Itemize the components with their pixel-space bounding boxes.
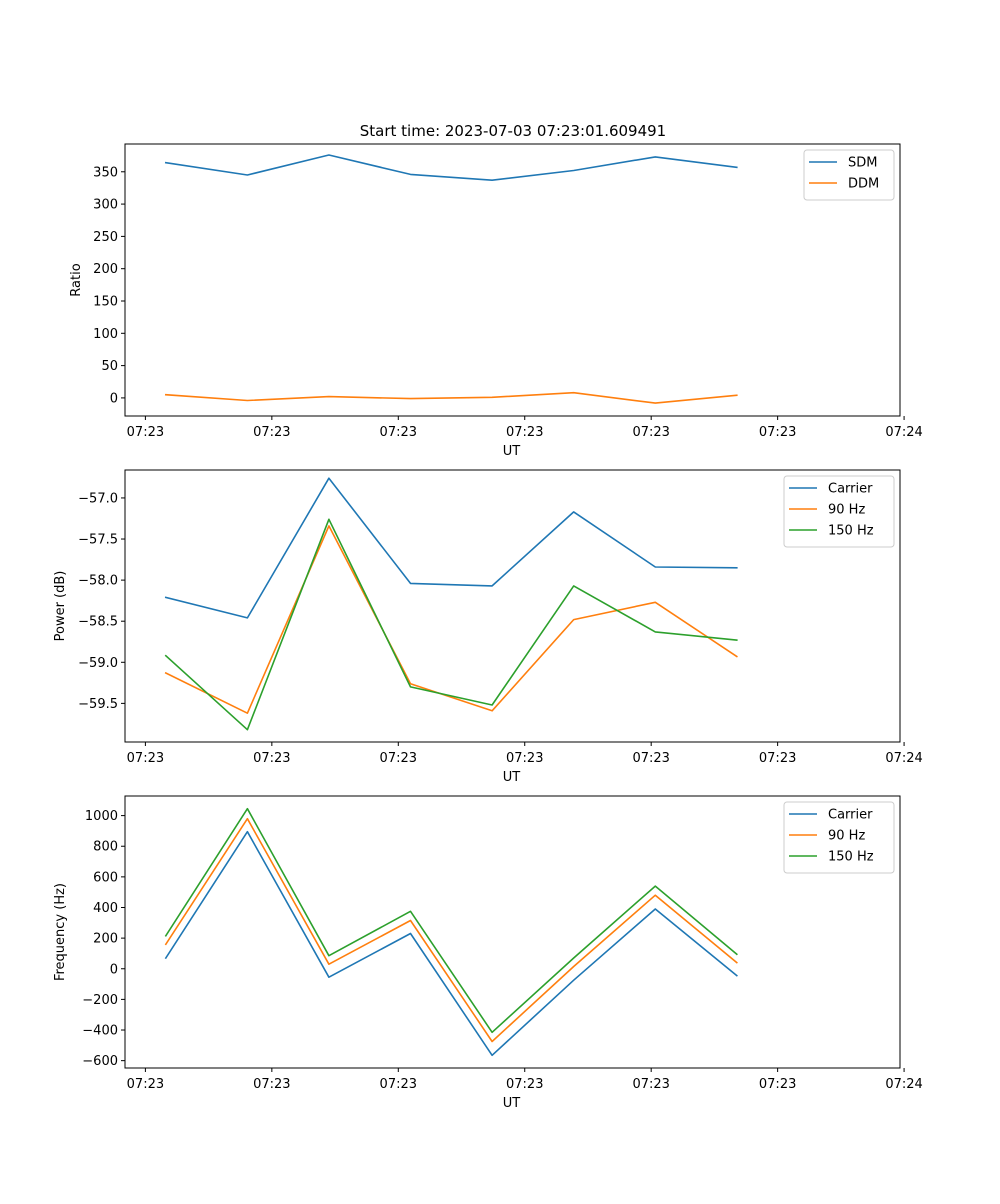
y-tick-label: 250 [93, 230, 118, 245]
x-tick-label: 07:23 [380, 751, 417, 766]
legend: Carrier 90 Hz 150 Hz [783, 801, 895, 874]
x-tick-label: 07:23 [759, 751, 796, 766]
x-tick-label: 07:23 [380, 1077, 417, 1092]
series-line-150-hz [164, 518, 738, 731]
chart-2: −59.5 −59.0 −58.5 −58.0 −57.5 −57.0 07:23 07:23… [53, 469, 923, 785]
y-tick-label: 100 [93, 327, 118, 342]
y-tick-label: 400 [93, 901, 118, 916]
y-axis-label: Power (dB) [53, 571, 68, 642]
y-tick-label: 150 [93, 294, 118, 309]
legend-label: 90 Hz [828, 503, 865, 518]
axes-frame [124, 795, 901, 1069]
y-tick-label: −57.0 [78, 491, 118, 506]
y-tick-label: 300 [93, 198, 118, 213]
y-tick-label: −600 [82, 1054, 118, 1069]
legend-label: Carrier [828, 808, 873, 823]
series-line-90-hz [164, 817, 738, 1043]
x-tick-label: 07:23 [759, 1077, 796, 1092]
y-tick-label: 0 [110, 962, 118, 977]
x-tick-label: 07:23 [506, 751, 543, 766]
x-tick-label: 07:24 [885, 751, 922, 766]
x-tick-label: 07:24 [885, 425, 922, 440]
y-tick-label: 200 [93, 932, 118, 947]
y-tick-label: 600 [93, 870, 118, 885]
x-axis-label: UT [503, 444, 521, 459]
y-tick-label: 200 [93, 262, 118, 277]
chart-3: −600 −400 −200 0 200 400 600 800 1000 07:23 07:23 0… [53, 795, 923, 1111]
chart-1: 0 50 100 150 200 250 300 350 07:23 07:23 07:23 07:2… [69, 143, 923, 459]
x-tick-label: 07:23 [380, 425, 417, 440]
legend: SDM DDM [803, 149, 895, 201]
x-tick-label: 07:23 [506, 1077, 543, 1092]
series-line-carrier [164, 830, 738, 1057]
legend-label: 150 Hz [828, 524, 874, 539]
series-line-150-hz [164, 807, 738, 1034]
axes-frame [124, 469, 901, 743]
series-line-sdm [164, 154, 738, 181]
y-tick-label: 50 [101, 359, 118, 374]
legend-label: 90 Hz [828, 829, 865, 844]
legend-label: Carrier [828, 482, 873, 497]
y-tick-label: −59.5 [78, 697, 118, 712]
x-tick-label: 07:23 [506, 425, 543, 440]
x-tick-label: 07:23 [632, 751, 669, 766]
y-tick-label: 800 [93, 840, 118, 855]
x-tick-label: 07:23 [632, 1077, 669, 1092]
y-tick-label: −200 [82, 993, 118, 1008]
x-tick-label: 07:24 [885, 1077, 922, 1092]
y-axis-label: Frequency (Hz) [53, 883, 68, 981]
x-tick-label: 07:23 [253, 1077, 290, 1092]
x-tick-label: 07:23 [127, 751, 164, 766]
x-axis-label: UT [503, 1096, 521, 1111]
y-tick-label: 350 [93, 165, 118, 180]
x-tick-label: 07:23 [253, 425, 290, 440]
axes-frame [124, 143, 901, 417]
x-tick-label: 07:23 [127, 1077, 164, 1092]
y-tick-label: −400 [82, 1024, 118, 1039]
legend: Carrier 90 Hz 150 Hz [783, 475, 895, 548]
y-axis-label: Ratio [69, 263, 84, 296]
y-tick-label: −59.0 [78, 656, 118, 671]
series-line-carrier [164, 477, 738, 619]
legend-label: SDM [848, 156, 877, 171]
y-tick-label: −58.0 [78, 574, 118, 589]
y-tick-label: 1000 [85, 809, 118, 824]
x-axis-label: UT [503, 770, 521, 785]
y-tick-label: −57.5 [78, 533, 118, 548]
x-tick-label: 07:23 [759, 425, 796, 440]
y-tick-label: −58.5 [78, 615, 118, 630]
y-tick-label: 0 [110, 391, 118, 406]
series-line-ddm [164, 391, 738, 404]
figure-title: Start time: 2023-07-03 07:23:01.609491 [360, 122, 666, 140]
x-tick-label: 07:23 [127, 425, 164, 440]
legend-label: 150 Hz [828, 850, 874, 865]
x-tick-label: 07:23 [632, 425, 669, 440]
legend-label: DDM [848, 177, 879, 192]
x-tick-label: 07:23 [253, 751, 290, 766]
series-line-90-hz [164, 525, 738, 715]
